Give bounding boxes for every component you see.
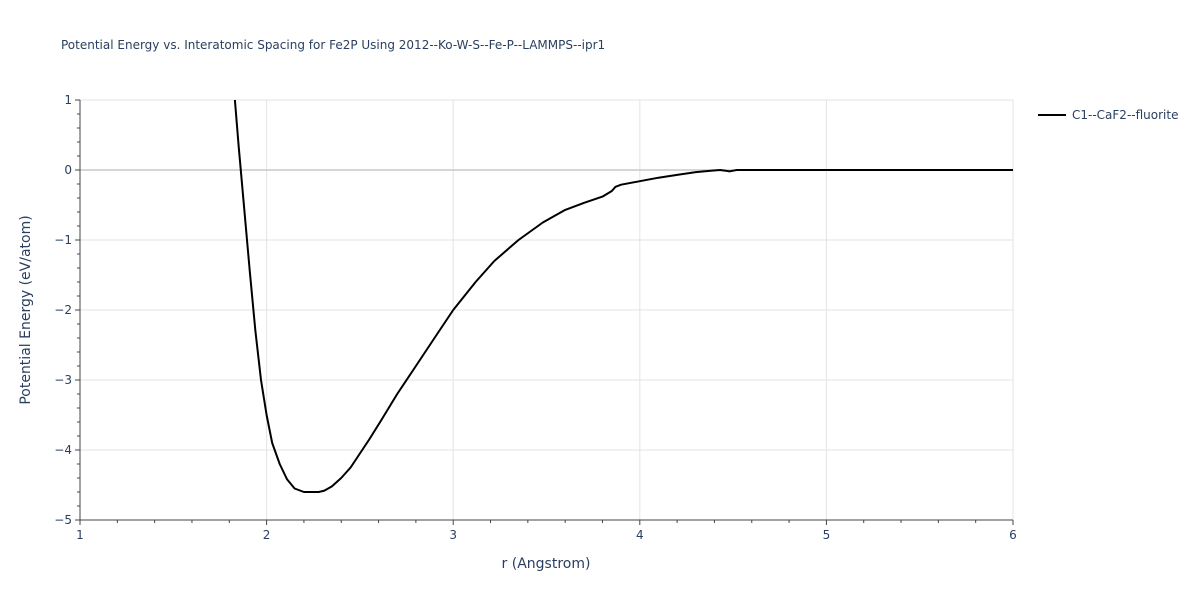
y-tick-label: 0 <box>64 163 72 177</box>
legend-label: C1--CaF2--fluorite <box>1072 108 1178 122</box>
y-tick-label: −3 <box>54 373 72 387</box>
x-tick-label: 2 <box>263 528 271 542</box>
y-tick-label: 1 <box>64 93 72 107</box>
grid-lines <box>80 99 1014 520</box>
x-tick-label: 5 <box>823 528 831 542</box>
y-tick-label: −4 <box>54 443 72 457</box>
series-lines <box>233 99 1013 493</box>
y-axis-title: Potential Energy (eV/atom) <box>18 215 34 404</box>
x-tick-label: 4 <box>636 528 644 542</box>
tick-labels: 1 2 3 4 5 6 1 0 −1 −2 −3 −4 −5 <box>54 93 1017 542</box>
x-axis-title: r (Angstrom) <box>502 556 591 572</box>
x-tick-label: 6 <box>1009 528 1017 542</box>
y-tick-label: −1 <box>54 233 72 247</box>
x-tick-label: 3 <box>449 528 457 542</box>
y-tick-label: −5 <box>54 513 72 527</box>
axes <box>75 99 1014 525</box>
legend[interactable]: C1--CaF2--fluorite <box>1038 108 1178 122</box>
series-line[interactable] <box>233 99 1013 493</box>
chart-title: Potential Energy vs. Interatomic Spacing… <box>61 38 606 52</box>
x-tick-label: 1 <box>76 528 84 542</box>
y-tick-label: −2 <box>54 303 72 317</box>
